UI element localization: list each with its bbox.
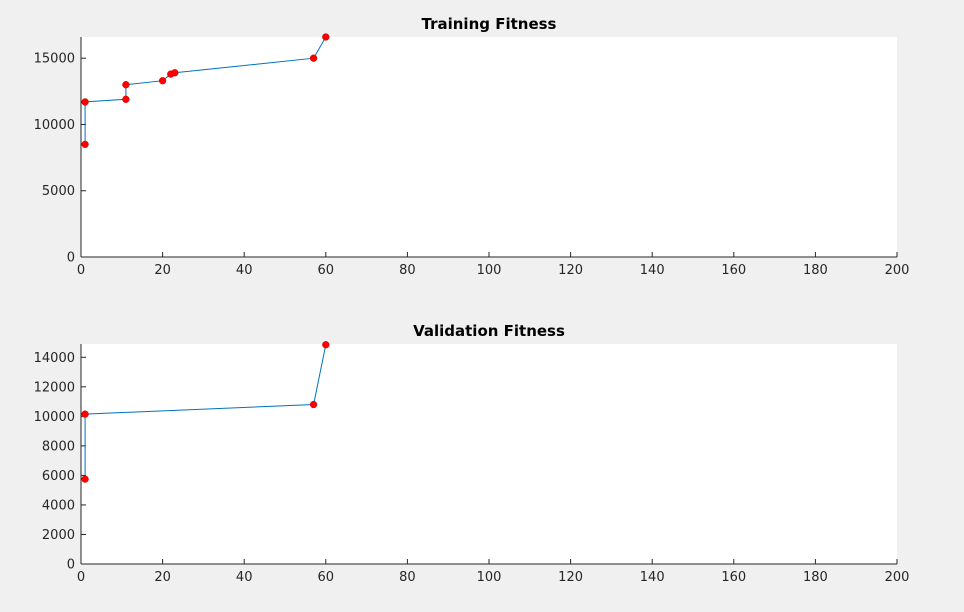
- training-plot-area: [81, 37, 897, 257]
- validation-y-tick-label: 14000: [34, 351, 75, 366]
- training-data-point: [122, 81, 130, 89]
- validation-data-point: [322, 341, 330, 349]
- validation-x-tick-label: 100: [477, 570, 502, 585]
- training-y-tick-label: 15000: [34, 52, 75, 67]
- validation-x-tick-label: 200: [885, 570, 910, 585]
- training-data-point: [309, 54, 318, 62]
- validation-x-tick-label: 60: [318, 570, 335, 585]
- validation-data-point: [309, 400, 318, 409]
- training-x-tick-label: 40: [236, 263, 253, 278]
- training-x-tick-label: 140: [640, 263, 665, 278]
- training-data-point: [122, 95, 130, 103]
- validation-data-point: [81, 475, 89, 483]
- training-x-tick-label: 0: [77, 263, 85, 278]
- validation-x-tick-label: 160: [721, 570, 746, 585]
- training-x-tick-label: 200: [885, 263, 910, 278]
- validation-y-tick-label: 10000: [34, 410, 75, 425]
- training-x-tick-label: 100: [477, 263, 502, 278]
- validation-x-tick-label: 40: [236, 570, 253, 585]
- validation-x-tick-label: 20: [154, 570, 171, 585]
- validation-x-tick-label: 120: [558, 570, 583, 585]
- validation-y-tick-label: 8000: [42, 439, 75, 454]
- training-data-point: [171, 69, 179, 77]
- validation-plot-area: [81, 344, 897, 564]
- validation-y-tick-label: 0: [67, 558, 75, 573]
- training-chart: Training Fitness 0 20 40 60 80 100 120 140 160 180…: [34, 15, 910, 278]
- validation-x-tick-label: 140: [640, 570, 665, 585]
- training-data-point: [322, 33, 330, 41]
- training-data-point: [81, 140, 89, 148]
- validation-series-line: [84, 344, 327, 480]
- validation-chart-title: Validation Fitness: [413, 322, 565, 340]
- training-y-tick-label: 10000: [34, 118, 75, 133]
- training-y-tick-label: 5000: [42, 184, 75, 199]
- training-data-point: [81, 98, 89, 106]
- training-chart-title: Training Fitness: [422, 15, 557, 33]
- validation-chart: Validation Fitness 0 20 40 60 80 100 120 140 160 1…: [34, 322, 910, 585]
- training-x-tick-label: 80: [399, 263, 416, 278]
- validation-y-tick-label: 12000: [34, 380, 75, 395]
- training-x-tick-label: 120: [558, 263, 583, 278]
- validation-y-tick-label: 4000: [42, 498, 75, 513]
- training-x-tick-label: 60: [318, 263, 335, 278]
- validation-y-tick-label: 2000: [42, 528, 75, 543]
- training-x-tick-label: 160: [721, 263, 746, 278]
- validation-data-point: [81, 410, 89, 418]
- training-x-tick-label: 180: [803, 263, 828, 278]
- validation-y-tick-label: 6000: [42, 469, 75, 484]
- training-x-tick-label: 20: [154, 263, 171, 278]
- validation-x-tick-label: 180: [803, 570, 828, 585]
- validation-x-tick-label: 80: [399, 570, 416, 585]
- training-data-point: [158, 77, 167, 85]
- validation-x-tick-label: 0: [77, 570, 85, 585]
- training-y-tick-label: 0: [67, 251, 75, 266]
